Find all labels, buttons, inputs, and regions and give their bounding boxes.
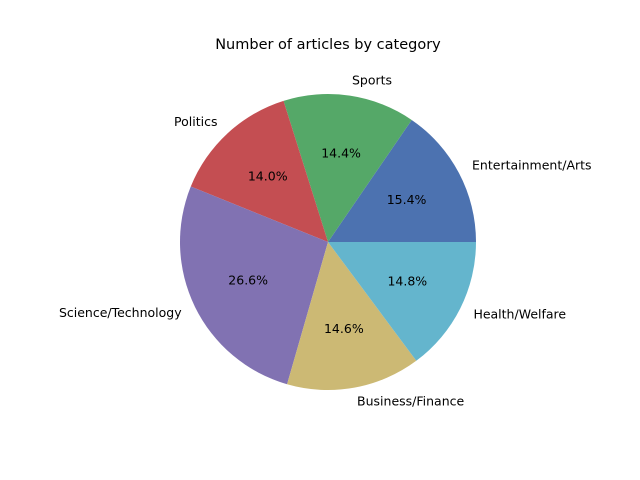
- slice-label-health-welfare: Health/Welfare: [473, 307, 566, 322]
- pie-slice-entertainment-arts: [328, 119, 476, 242]
- pie-slice-business-finance: [287, 242, 417, 391]
- slice-label-entertainment-arts: Entertainment/Arts: [472, 158, 592, 173]
- slice-percent-business-finance: 14.6%: [324, 321, 364, 336]
- pie-slice-health-welfare: [328, 242, 476, 361]
- pie-slice-politics: [190, 100, 328, 242]
- slice-percent-entertainment-arts: 15.4%: [387, 192, 427, 207]
- slice-label-science-technology: Science/Technology: [59, 305, 182, 320]
- slice-percent-science-technology: 26.6%: [228, 272, 268, 287]
- slice-label-business-finance: Business/Finance: [357, 394, 464, 409]
- slice-percent-politics: 14.0%: [248, 168, 288, 183]
- slice-percent-sports: 14.4%: [321, 146, 361, 161]
- chart-title: Number of articles by category: [215, 37, 441, 53]
- pie-slice-science-technology: [180, 186, 328, 385]
- pie-labels: Entertainment/Arts 15.4% Sports 14.4% Politi…: [59, 72, 592, 408]
- slice-percent-health-welfare: 14.8%: [387, 273, 427, 288]
- pie-slices: [180, 94, 476, 391]
- pie-slice-sports: [283, 94, 412, 242]
- slice-label-politics: Politics: [174, 114, 217, 129]
- slice-label-sports: Sports: [352, 72, 392, 87]
